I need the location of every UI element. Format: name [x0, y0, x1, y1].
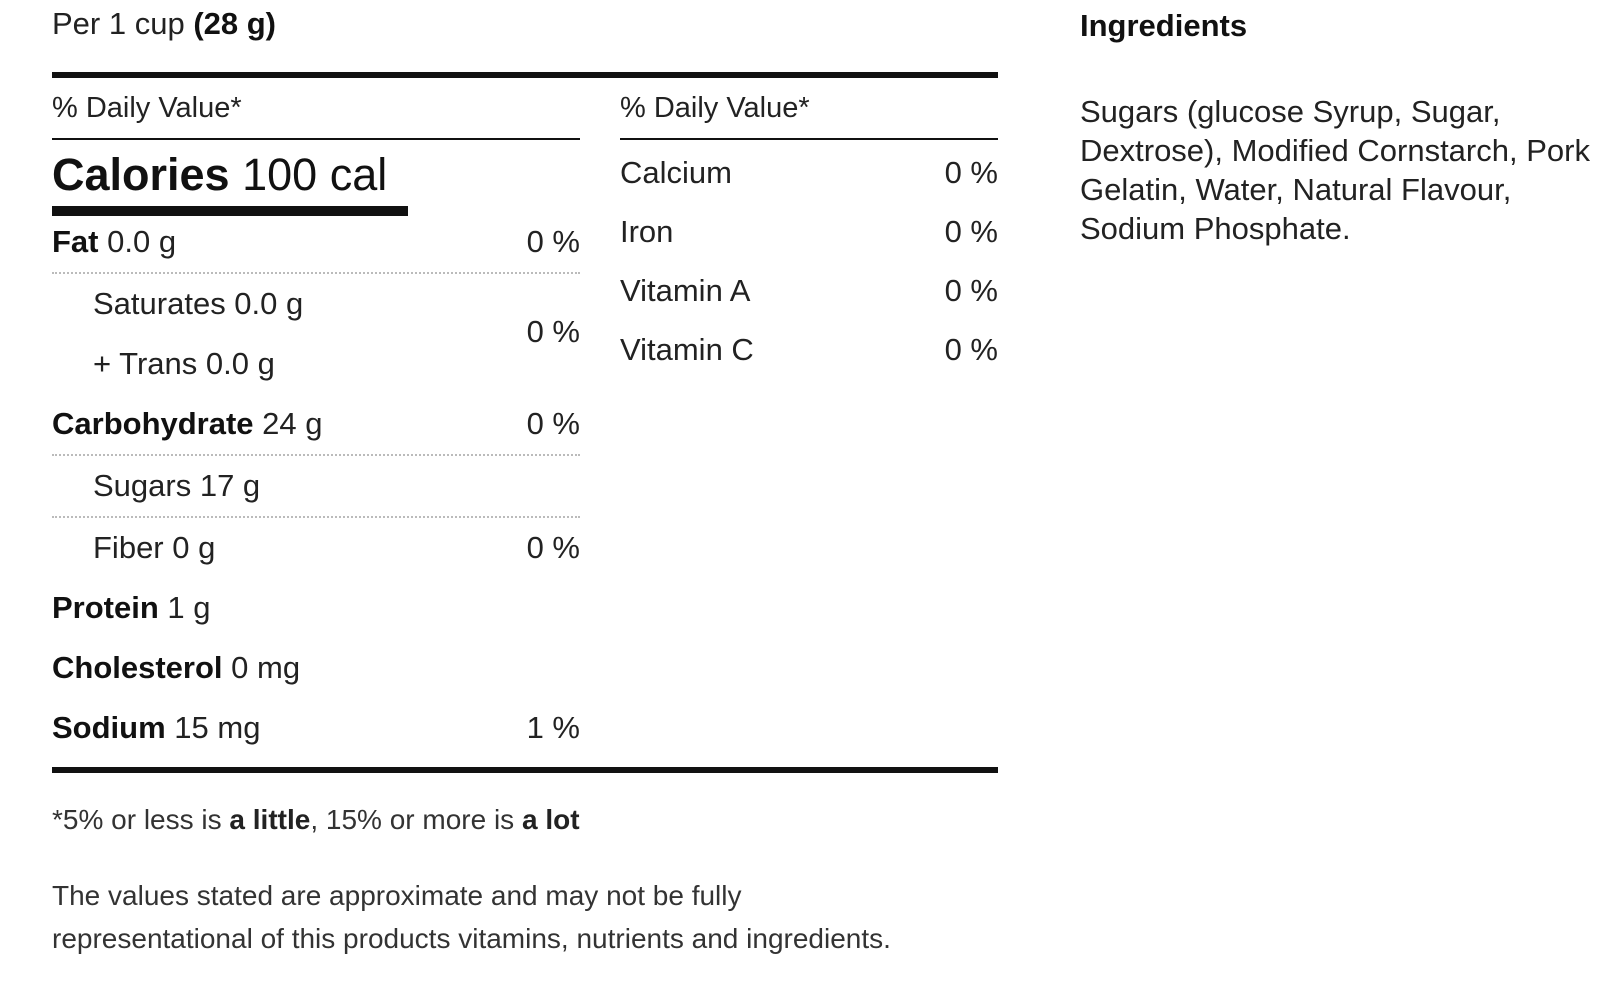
- vitamins-column: % Daily Value* Calcium 0 % Iron 0 % Vita…: [620, 78, 998, 379]
- fat-percent: 0 %: [526, 224, 580, 259]
- trans-label: + Trans 0.0 g: [93, 346, 275, 381]
- carbohydrate-amount: 24 g: [262, 406, 323, 441]
- sodium-percent: 1 %: [526, 710, 580, 745]
- footnote-part-2: , 15% or more is: [310, 804, 522, 835]
- sodium-amount: 15 mg: [174, 710, 261, 745]
- protein-label-group: Protein 1 g: [52, 578, 211, 638]
- footnote-bold-1: a little: [229, 804, 311, 835]
- calories-underline-bar: [52, 206, 408, 216]
- carbohydrate-row: Carbohydrate 24 g 0 %: [52, 394, 580, 456]
- fat-label-group: Fat 0.0 g: [52, 212, 176, 272]
- protein-amount: 1 g: [167, 590, 211, 625]
- carbohydrate-label: Carbohydrate: [52, 406, 254, 441]
- serving-amount: (28 g): [193, 6, 277, 41]
- cholesterol-row: Cholesterol 0 mg: [52, 638, 580, 698]
- fiber-label: Fiber 0 g: [93, 530, 216, 565]
- vitamin-label: Vitamin C: [620, 332, 754, 367]
- daily-value-header-vitamins: % Daily Value*: [620, 78, 998, 140]
- daily-value-header: % Daily Value*: [52, 78, 580, 140]
- footnote-part-1: *5% or less is: [52, 804, 230, 835]
- fat-row: Fat 0.0 g 0 %: [52, 212, 580, 274]
- cholesterol-label: Cholesterol: [52, 650, 223, 685]
- vitamin-label: Iron: [620, 214, 674, 249]
- saturates-trans-percent: 0 %: [526, 314, 580, 349]
- saturates-trans-row: Saturates 0.0 g + Trans 0.0 g 0 %: [52, 274, 580, 394]
- disclaimer-text: The values stated are approximate and ma…: [52, 880, 891, 954]
- saturates-label: Saturates 0.0 g: [93, 286, 304, 321]
- top-thick-rule: [52, 72, 998, 78]
- fiber-percent: 0 %: [526, 530, 580, 565]
- vitamin-row: Vitamin A 0 %: [620, 261, 998, 320]
- bottom-thick-rule: [52, 767, 998, 773]
- fiber-row: Fiber 0 g 0 %: [52, 518, 580, 578]
- ingredients-text: Sugars (glucose Syrup, Sugar, Dextrose),…: [1080, 94, 1590, 246]
- sugars-label: Sugars 17 g: [93, 468, 261, 503]
- footnote-bold-2: a lot: [521, 804, 580, 835]
- fat-amount: 0.0 g: [107, 224, 177, 259]
- carbohydrate-percent: 0 %: [526, 406, 580, 441]
- vitamin-row: Calcium 0 %: [620, 143, 998, 202]
- sodium-label: Sodium: [52, 710, 166, 745]
- cholesterol-label-group: Cholesterol 0 mg: [52, 638, 300, 698]
- sodium-label-group: Sodium 15 mg: [52, 698, 260, 758]
- carbohydrate-label-group: Carbohydrate 24 g: [52, 394, 323, 454]
- serving-prefix: Per 1 cup: [52, 6, 185, 41]
- vitamin-row: Vitamin C 0 %: [620, 320, 998, 379]
- cholesterol-amount: 0 mg: [231, 650, 301, 685]
- vitamin-label: Vitamin A: [620, 273, 751, 308]
- sugars-row: Sugars 17 g: [52, 456, 580, 518]
- calories-row: Calories 100 cal: [52, 140, 580, 212]
- vitamin-percent: 0 %: [944, 332, 998, 367]
- vitamin-percent: 0 %: [944, 273, 998, 308]
- fat-label: Fat: [52, 224, 99, 259]
- calories-label: Calories: [52, 149, 230, 200]
- protein-label: Protein: [52, 590, 159, 625]
- vitamin-percent: 0 %: [944, 155, 998, 190]
- protein-row: Protein 1 g: [52, 578, 580, 638]
- daily-value-footnote: *5% or less is a little, 15% or more is …: [52, 800, 580, 840]
- vitamin-percent: 0 %: [944, 214, 998, 249]
- vitamin-label: Calcium: [620, 155, 732, 190]
- ingredients-title: Ingredients: [1080, 8, 1248, 43]
- serving-size: Per 1 cup (28 g): [52, 4, 276, 44]
- calories-text: Calories 100 cal: [52, 148, 387, 202]
- nutrition-main-column: % Daily Value* Calories 100 cal Fat 0.0 …: [52, 78, 580, 758]
- vitamin-row: Iron 0 %: [620, 202, 998, 261]
- sodium-row: Sodium 15 mg 1 %: [52, 698, 580, 758]
- calories-value: 100 cal: [242, 149, 388, 200]
